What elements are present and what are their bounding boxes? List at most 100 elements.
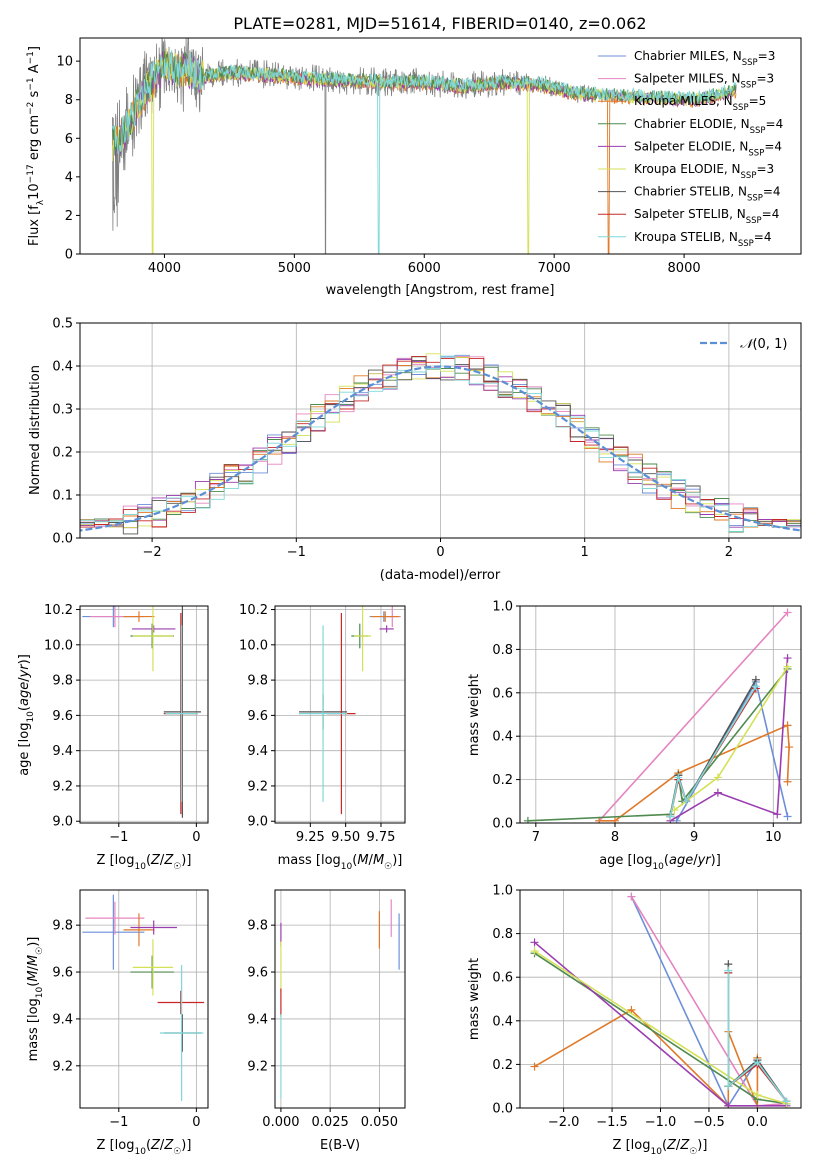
mass_vs_Z-plot-area xyxy=(82,894,205,1101)
weight_vs_Z-xlabel-part: / xyxy=(676,1138,681,1153)
mass_vs_Z-xlabel-part: / xyxy=(160,1138,165,1153)
spectrum-ylabel-part: erg cm xyxy=(27,115,42,164)
weight_vs_age-xlabel: age [log10(age/yr)] xyxy=(599,853,721,872)
age_vs_mass-ytick-label: 9.0 xyxy=(247,815,268,830)
weight_vs_age-xlabel-part: yr xyxy=(697,853,713,868)
weight-series-line xyxy=(669,685,757,817)
weight-point-marker xyxy=(666,812,675,821)
weight-point-marker xyxy=(627,892,636,901)
weight_vs_age-frame xyxy=(519,605,802,824)
mass_vs_Z-xlabel-part: 10 xyxy=(134,1147,146,1157)
age_vs_mass-ytick-label: 10.2 xyxy=(239,603,268,618)
spectrum-ylabel-part: −2 xyxy=(26,102,36,115)
weight-point-marker xyxy=(530,947,539,956)
residuals-panel: −2 −1 0 1 2 0.0 0.1 0.2 0.3 0.4 0.5 𝒩(0, 1) (data-mo… xyxy=(28,317,802,583)
mass_vs_Z-ylabel-part: ( xyxy=(26,982,41,987)
weight-point-marker xyxy=(783,777,792,786)
mass_vs_Z-xlabel-part: Z xyxy=(150,1138,161,1153)
legend-label-value: =3 xyxy=(756,162,774,176)
spectrum-ylabel-part: −1 xyxy=(26,77,36,90)
legend-label-text: Salpeter STELIB, N xyxy=(634,207,746,221)
age_vs_mass-ytick-label: 9.4 xyxy=(247,744,268,759)
age_vs_Z-ylabel-part: yr xyxy=(17,663,32,679)
spectrum-ylabel-part: −17 xyxy=(26,164,36,183)
age_vs_mass-xtick-label: 9.75 xyxy=(367,830,396,845)
spectrum-ylabel: Flux [fλ10−17 erg cm−2 s−1 A−1] xyxy=(26,46,46,246)
mass_vs_EBV-ytick-label: 9.8 xyxy=(247,919,268,934)
mass_vs_Z-ylabel-part: / xyxy=(26,965,41,970)
weight_vs_age-xtick-label: 8 xyxy=(611,830,619,845)
age_vs_Z-ylabel-part: ( xyxy=(17,706,32,711)
weight-point-marker xyxy=(783,721,792,730)
residuals-plot-area xyxy=(80,353,801,535)
age_vs_Z-xlabel-part: Z xyxy=(163,853,174,868)
weight_vs_Z-xlabel-part: 10 xyxy=(650,1147,662,1157)
weight_vs_age-xtick-label: 7 xyxy=(532,830,540,845)
age_vs_mass-ytick-label: 10.0 xyxy=(239,638,268,653)
age_vs_mass-ytick-label: 9.8 xyxy=(247,674,268,689)
age_vs_mass-ytick-label: 9.6 xyxy=(247,709,268,724)
weight-point-marker xyxy=(783,662,792,671)
legend-label-sub: SSP xyxy=(750,126,766,136)
residuals-ylabel-part: Normed distribution xyxy=(28,365,43,495)
spectrum-ytick-label: 4 xyxy=(65,170,73,185)
mass_vs_Z-xtick-label: 0 xyxy=(192,1115,200,1130)
age_vs_mass-panel: 9.25 9.50 9.75 9.0 9.2 9.4 9.6 9.8 10.0 10.2 mass … xyxy=(239,603,406,872)
weight-point-marker xyxy=(783,812,792,821)
age_vs_Z-xlabel: Z [log10(Z/Z☉)] xyxy=(97,853,192,872)
legend-label-sub: SSP xyxy=(733,103,749,113)
legend-label-value: =4 xyxy=(764,139,782,153)
age_vs_Z-ytick-label: 10.2 xyxy=(44,603,73,618)
age_vs_Z-xlabel-part: ☉ xyxy=(173,862,181,872)
weight-point-marker xyxy=(753,1058,762,1067)
normal-legend-args: (0, 1) xyxy=(752,337,787,352)
weight-point-marker xyxy=(751,682,760,691)
age_vs_Z-xlabel-part: )] xyxy=(181,853,191,868)
weight-point-marker xyxy=(783,608,792,617)
mass_vs_Z-ylabel-part: 10 xyxy=(35,986,45,998)
mass_vs_EBV-xlabel-part: E(B-V) xyxy=(320,1138,360,1153)
spectrum-ylabel-part: s xyxy=(27,90,42,101)
mass_vs_Z-frame xyxy=(79,889,209,1109)
weight_vs_Z-xtick-label: −1.5 xyxy=(596,1115,628,1130)
age_vs_Z-ytick-label: 10.0 xyxy=(44,638,73,653)
weight_vs_age-xlabel-part: age [log xyxy=(599,853,652,868)
mass_vs_Z-xlabel-part: )] xyxy=(181,1138,191,1153)
age_vs_mass-ytick-label: 9.2 xyxy=(247,779,268,794)
weight_vs_Z-xlabel-part: Z xyxy=(679,1138,690,1153)
mass_vs_Z-ytick-label: 9.6 xyxy=(52,966,73,981)
weight_vs_Z-xlabel-part: Z [log xyxy=(613,1138,651,1153)
weight_vs_age-ylabel: mass weight xyxy=(467,674,482,756)
age_vs_mass-xlabel-part: / xyxy=(369,853,374,868)
spectrum-xtick-label: 7000 xyxy=(538,261,571,276)
weight-series-line xyxy=(598,611,789,822)
weight-point-marker xyxy=(724,1082,733,1091)
mass_vs_Z-ytick-label: 9.2 xyxy=(52,1059,73,1074)
weight_vs_age-xlabel-part: )] xyxy=(711,853,721,868)
weight_vs_Z-panel: −2.0 −1.5 −1.0 −0.5 0.0 0.0 0.2 0.4 0.6 0.8 1.0 Z [… xyxy=(467,884,802,1157)
mass_vs_Z-ylabel: mass [log10(M/M☉)] xyxy=(26,937,45,1062)
weight_vs_Z-xlabel-part: )] xyxy=(697,1138,707,1153)
age_vs_Z-ytick-label: 9.6 xyxy=(52,709,73,724)
age_vs_mass-xlabel-part: M xyxy=(373,853,384,868)
legend-label-sub: SSP xyxy=(741,171,757,181)
mass_vs_EBV-xlabel: E(B-V) xyxy=(320,1138,360,1153)
weight-point-marker xyxy=(523,816,532,823)
weight_vs_Z-ytick-label: 0.6 xyxy=(492,971,513,986)
age_vs_mass-xlabel-part: ( xyxy=(352,853,357,868)
spectrum-ytick-label: 6 xyxy=(65,132,73,147)
spectrum-ytick-label: 10 xyxy=(56,55,73,70)
weight_vs_Z-xtick-label: −2.0 xyxy=(548,1115,580,1130)
weight_vs_age-ytick-label: 1.0 xyxy=(492,600,513,615)
legend-label: Salpeter MILES, NSSP=3 xyxy=(634,72,774,91)
legend-label-text: Salpeter ELODIE, N xyxy=(634,139,748,153)
weight_vs_Z-xlabel: Z [log10(Z/Z☉)] xyxy=(613,1138,708,1157)
weight_vs_age-xtick-label: 10 xyxy=(765,830,782,845)
residuals-xtick-label: 1 xyxy=(581,545,589,560)
age_vs_Z-ylabel-part: / xyxy=(17,677,32,682)
residuals-xlabel-part: (data-model)/error xyxy=(380,568,501,583)
weight_vs_age-ytick-label: 0.8 xyxy=(492,643,513,658)
weight_vs_age-xlabel-part: age xyxy=(669,853,693,868)
spectrum-model-line xyxy=(112,49,737,254)
